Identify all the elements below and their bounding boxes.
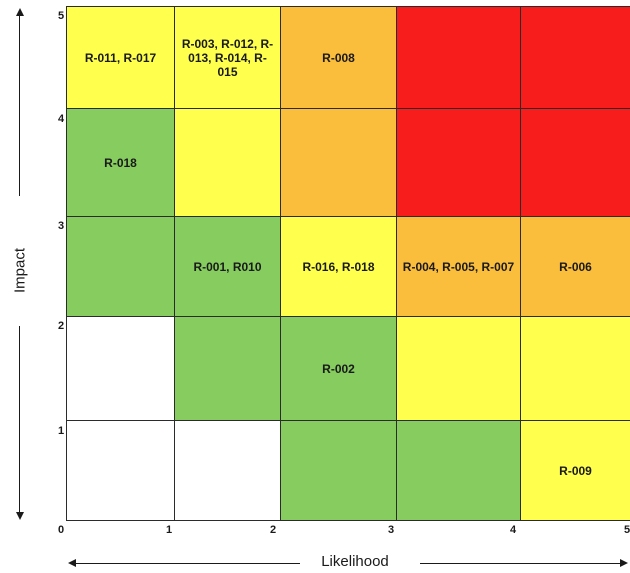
matrix-cell-impact-2-likelihood-4: [396, 316, 521, 421]
x-tick-0: 0: [58, 524, 65, 536]
matrix-cell-impact-4-likelihood-1: R-018: [66, 108, 175, 217]
matrix-cell-impact-2-likelihood-1: [66, 316, 175, 421]
matrix-cell-impact-1-likelihood-2: [174, 420, 281, 521]
x-tick-4: 4: [510, 524, 517, 536]
x-axis-arrow-right: [420, 563, 620, 564]
matrix-cell-impact-1-likelihood-4: [396, 420, 521, 521]
matrix-cell-impact-2-likelihood-3: R-002: [280, 316, 397, 421]
x-axis-arrowhead-left: [68, 559, 76, 567]
y-axis-arrowhead-up: [16, 8, 24, 16]
matrix-cell-impact-3-likelihood-2: R-001, R010: [174, 216, 281, 317]
y-axis-arrow-top: [19, 14, 20, 196]
x-tick-1: 1: [166, 524, 173, 536]
y-tick-2: 2: [58, 320, 65, 332]
matrix-cell-impact-4-likelihood-5: [520, 108, 630, 217]
matrix-cell-impact-3-likelihood-4: R-004, R-005, R-007: [396, 216, 521, 317]
matrix-cell-impact-2-likelihood-5: [520, 316, 630, 421]
risk-matrix: R-011, R-017 R-003, R-012, R-013, R-014, …: [66, 6, 630, 521]
y-axis-arrow-bottom: [19, 326, 20, 514]
matrix-cell-impact-5-likelihood-4: [396, 6, 521, 109]
y-tick-5: 5: [58, 10, 65, 22]
matrix-cell-impact-4-likelihood-2: [174, 108, 281, 217]
matrix-cell-impact-3-likelihood-1: [66, 216, 175, 317]
x-axis-arrow-left: [76, 563, 300, 564]
matrix-cell-impact-3-likelihood-5: R-006: [520, 216, 630, 317]
x-tick-3: 3: [388, 524, 395, 536]
y-axis-arrowhead-down: [16, 512, 24, 520]
matrix-cell-impact-5-likelihood-3: R-008: [280, 6, 397, 109]
matrix-cell-impact-3-likelihood-3: R-016, R-018: [280, 216, 397, 317]
y-tick-3: 3: [58, 220, 65, 232]
matrix-cell-impact-1-likelihood-1: [66, 420, 175, 521]
x-tick-5: 5: [624, 524, 630, 536]
matrix-cell-impact-5-likelihood-1: R-011, R-017: [66, 6, 175, 109]
matrix-cell-impact-1-likelihood-5: R-009: [520, 420, 630, 521]
matrix-cell-impact-4-likelihood-4: [396, 108, 521, 217]
y-tick-1: 1: [58, 425, 65, 437]
matrix-cell-impact-5-likelihood-5: [520, 6, 630, 109]
x-axis-label: Likelihood: [321, 553, 389, 570]
x-tick-2: 2: [270, 524, 277, 536]
y-tick-4: 4: [58, 113, 65, 125]
matrix-cell-impact-5-likelihood-2: R-003, R-012, R-013, R-014, R-015: [174, 6, 281, 109]
matrix-cell-impact-1-likelihood-3: [280, 420, 397, 521]
x-axis-arrowhead-right: [620, 559, 628, 567]
matrix-cell-impact-2-likelihood-2: [174, 316, 281, 421]
matrix-cell-impact-4-likelihood-3: [280, 108, 397, 217]
y-axis-label: Impact: [11, 248, 29, 294]
